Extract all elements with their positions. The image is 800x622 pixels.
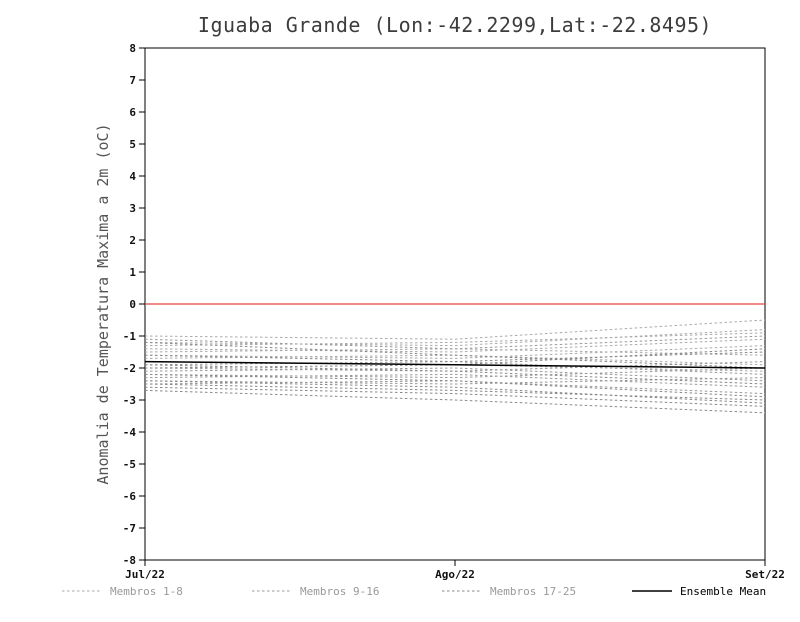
- legend-item: Ensemble Mean: [632, 585, 766, 598]
- ensemble-member-line: [144, 345, 766, 359]
- ensemble-member-line: [144, 380, 766, 404]
- legend-label: Membros 1-8: [110, 585, 183, 598]
- ensemble-member-line: [144, 351, 766, 363]
- plot-area: -8 -7 -6 -5 -4 -3 -2 -1 0 1 2 3 4 5 6 7 8 Jul/22 Ago/22 Set…: [123, 42, 785, 581]
- legend-label: Ensemble Mean: [680, 585, 766, 598]
- chart-title: Iguaba Grande (Lon:-42.2299,Lat:-22.8495…: [198, 13, 712, 37]
- y-tick-label: -5: [123, 458, 136, 471]
- chart-legend: Membros 1-8 Membros 9-16 Membros 17-25 Ense…: [62, 585, 766, 598]
- y-tick-label: -4: [123, 426, 137, 439]
- x-tick-label: Jul/22: [125, 568, 165, 581]
- ensemble-member-line: [144, 373, 766, 388]
- ensemble-member-line: [144, 354, 766, 366]
- y-tick-label: -6: [123, 490, 137, 503]
- legend-item: Membros 9-16: [252, 585, 379, 598]
- ensemble-member-line: [144, 329, 766, 347]
- y-tick-label: -3: [123, 394, 136, 407]
- ensemble-member-line: [144, 373, 766, 398]
- x-tick-label: Set/22: [745, 568, 785, 581]
- ensemble-member-line: [144, 389, 766, 414]
- y-tick-label: 6: [129, 106, 136, 119]
- y-tick-label: -2: [123, 362, 136, 375]
- y-tick-label: 1: [129, 266, 136, 279]
- legend-item: Membros 1-8: [62, 585, 183, 598]
- ensemble-member-line: [144, 383, 766, 401]
- ensemble-member-line: [144, 335, 766, 350]
- y-tick-label: 4: [129, 170, 136, 183]
- ensemble-member-line: [144, 341, 766, 369]
- y-tick-label: -8: [123, 554, 136, 567]
- y-tick-label: -1: [123, 330, 137, 343]
- y-tick-label: 5: [129, 138, 136, 151]
- y-tick-label: 8: [129, 42, 136, 55]
- y-tick-label: 0: [129, 298, 136, 311]
- ensemble-member-line: [144, 367, 766, 382]
- legend-item: Membros 17-25: [442, 585, 576, 598]
- y-axis-label: Anomalia de Temperatura Maxima a 2m (oC): [94, 123, 112, 484]
- y-tick-label: 2: [129, 234, 136, 247]
- ensemble-member-line: [144, 319, 766, 340]
- ensemble-mean-line: [144, 360, 766, 369]
- y-tick-label: 7: [129, 74, 136, 87]
- ensemble-member-line: [144, 386, 766, 407]
- y-tick-label: 3: [129, 202, 136, 215]
- legend-label: Membros 17-25: [490, 585, 576, 598]
- y-tick-label: -7: [123, 522, 136, 535]
- x-tick-label: Ago/22: [435, 568, 475, 581]
- ensemble-member-line: [144, 338, 766, 353]
- legend-label: Membros 9-16: [300, 585, 379, 598]
- ensemble-member-line: [144, 332, 766, 347]
- ensemble-member-line: [144, 364, 766, 385]
- ensemble-member-line: [144, 367, 766, 379]
